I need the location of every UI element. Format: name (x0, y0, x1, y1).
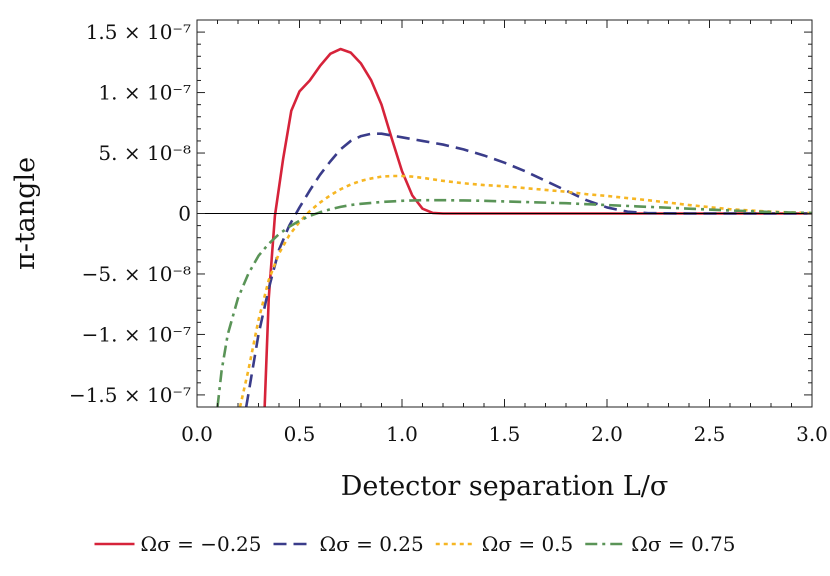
y-tick-label: −5. × 10⁻⁸ (82, 262, 191, 286)
series-layer (216, 47, 812, 407)
y-axis-title: π-tangle (10, 157, 41, 270)
y-tick-label: 1.5 × 10⁻⁷ (86, 20, 191, 44)
series-line-4 (216, 198, 812, 407)
series-line-2 (244, 132, 812, 407)
axes-layer: 0.0 0.5 1.0 1.5 2.0 2.5 3.0 1.5 × 10⁻⁷ 1. × 10⁻⁷… (69, 19, 828, 446)
legend: Ωσ = −0.25 Ωσ = 0.25 Ωσ = 0.5 Ωσ = 0.75 (94, 532, 736, 556)
x-tick-label: 2.5 (694, 422, 726, 446)
legend-label-3: Ωσ = 0.5 (482, 532, 574, 556)
legend-label-2: Ωσ = 0.25 (320, 532, 424, 556)
x-tick-label: 3.0 (796, 422, 828, 446)
series-line-1 (263, 47, 812, 407)
x-tick-label: 2.0 (591, 422, 623, 446)
legend-label-1: Ωσ = −0.25 (141, 532, 262, 556)
x-tick-label: 0.5 (284, 422, 316, 446)
y-tick-label: 1. × 10⁻⁷ (98, 81, 191, 105)
y-tick-label: 0 (178, 202, 191, 226)
y-tick-label: 5. × 10⁻⁸ (98, 141, 191, 165)
legend-label-4: Ωσ = 0.75 (631, 532, 735, 556)
x-tick-label: 1.0 (386, 422, 418, 446)
series-line-3 (238, 174, 812, 407)
x-tick-label: 1.5 (489, 422, 521, 446)
y-tick-label: −1.5 × 10⁻⁷ (69, 383, 191, 407)
y-tick-label: −1. × 10⁻⁷ (82, 322, 191, 346)
x-tick-label: 0.0 (181, 422, 213, 446)
x-axis-title: Detector separation L/σ (341, 471, 669, 502)
